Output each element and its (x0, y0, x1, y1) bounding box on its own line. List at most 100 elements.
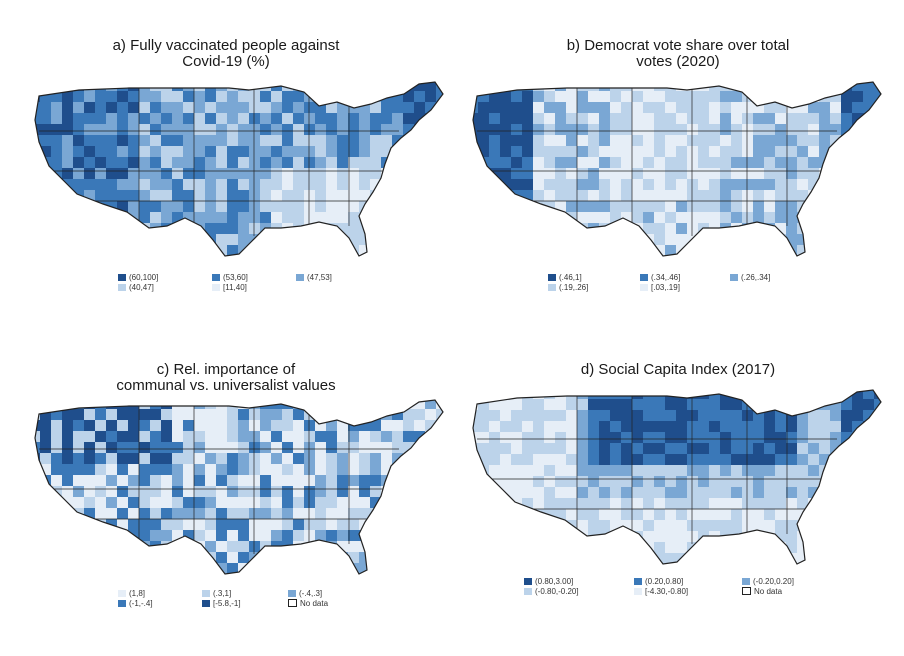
county-cell (436, 486, 443, 497)
county-cell (698, 432, 709, 443)
county-cell (577, 256, 588, 261)
county-cell (348, 508, 359, 519)
county-cell (359, 442, 370, 453)
county-cell (161, 552, 172, 563)
county-cell (621, 443, 632, 454)
county-cell (161, 82, 172, 91)
county-cell (632, 390, 643, 399)
county-cell (654, 443, 665, 454)
county-cell (478, 113, 489, 124)
county-cell (511, 421, 522, 432)
county-cell (731, 168, 742, 179)
county-cell (40, 464, 51, 475)
county-cell (359, 245, 370, 256)
county-cell (326, 256, 337, 261)
county-cell (293, 102, 304, 113)
county-cell (35, 475, 40, 486)
county-cell (808, 487, 819, 498)
county-cell (348, 135, 359, 146)
county-cell (172, 201, 183, 212)
county-cell (315, 245, 326, 256)
county-cell (709, 410, 720, 421)
county-cell (128, 135, 139, 146)
county-cell (348, 179, 359, 190)
county-cell (555, 102, 566, 113)
county-cell (304, 234, 315, 245)
county-cell (293, 212, 304, 223)
county-cell (293, 91, 304, 102)
county-cell (522, 234, 533, 245)
county-cell (172, 135, 183, 146)
county-cell (764, 234, 775, 245)
county-cell (764, 542, 775, 553)
county-cell (150, 464, 161, 475)
county-cell (260, 168, 271, 179)
county-cell (753, 421, 764, 432)
county-cell (775, 146, 786, 157)
county-cell (381, 82, 392, 91)
county-cell (205, 245, 216, 256)
county-cell (216, 530, 227, 541)
county-cell (183, 234, 194, 245)
county-cell (282, 431, 293, 442)
county-cell (304, 431, 315, 442)
county-cell (370, 574, 381, 579)
county-cell (676, 113, 687, 124)
county-cell (885, 157, 888, 168)
county-cell (359, 201, 370, 212)
county-cell (172, 234, 183, 245)
country-outline (472, 389, 882, 565)
county-cell (260, 102, 271, 113)
county-cell (282, 420, 293, 431)
county-cell (150, 234, 161, 245)
county-cell (425, 431, 436, 442)
county-cell (764, 102, 775, 113)
county-cell (632, 91, 643, 102)
county-cell (227, 486, 238, 497)
county-cell (337, 574, 348, 579)
county-cell (128, 552, 139, 563)
county-cell (654, 179, 665, 190)
county-cell (742, 542, 753, 553)
title-line: d) Social Capita Index (2017) (580, 361, 776, 378)
county-cell (621, 168, 632, 179)
county-cell (599, 190, 610, 201)
county-cell (588, 432, 599, 443)
county-cell (425, 245, 436, 256)
county-cell (172, 420, 183, 431)
county-cell (632, 201, 643, 212)
county-cell (863, 201, 874, 212)
county-cell (555, 91, 566, 102)
county-cell (797, 432, 808, 443)
county-cell (797, 564, 808, 569)
county-cell (533, 102, 544, 113)
county-cell (720, 531, 731, 542)
county-cell (40, 497, 51, 508)
county-cell (205, 464, 216, 475)
county-cell (293, 256, 304, 261)
county-cell (293, 442, 304, 453)
legend-item: (.26,.34] (730, 273, 770, 282)
county-cell (621, 465, 632, 476)
county-cell (117, 223, 128, 234)
county-cell (489, 135, 500, 146)
county-cell (819, 234, 830, 245)
county-cell (271, 431, 282, 442)
county-cell (326, 124, 337, 135)
county-cell (260, 486, 271, 497)
county-cell (885, 553, 888, 564)
county-cell (588, 113, 599, 124)
county-cell (621, 146, 632, 157)
county-cell (632, 476, 643, 487)
county-cell (885, 256, 888, 261)
county-cell (381, 563, 392, 574)
county-cell (370, 82, 381, 91)
county-cell (326, 212, 337, 223)
county-cell (852, 531, 863, 542)
county-cell (698, 454, 709, 465)
county-cell (106, 442, 117, 453)
county-cell (731, 201, 742, 212)
county-cell (161, 475, 172, 486)
county-cell (392, 574, 403, 579)
county-cell (150, 552, 161, 563)
